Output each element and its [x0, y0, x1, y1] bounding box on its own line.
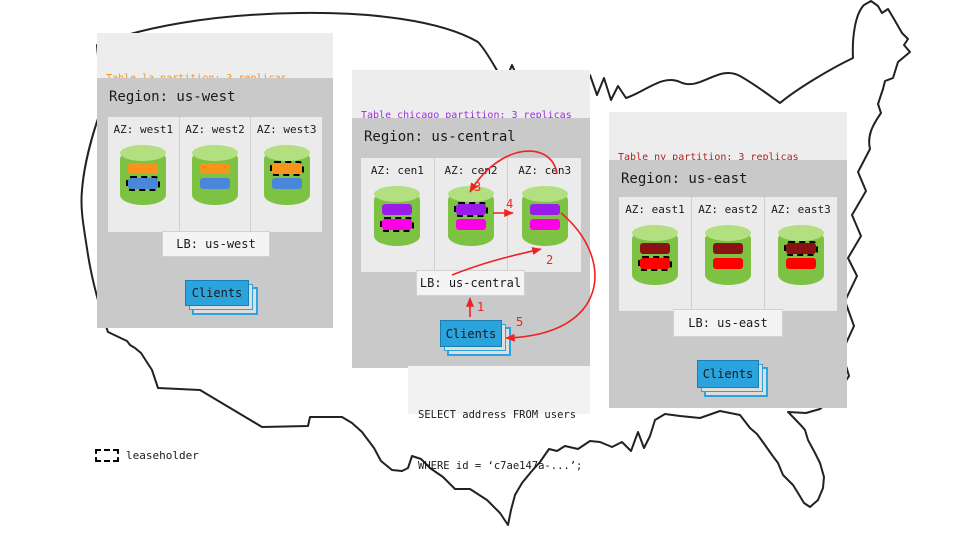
- az-label: AZ: east3: [771, 203, 831, 216]
- arrow-label-3: 3: [474, 180, 482, 194]
- index-replica-bar: [126, 176, 161, 191]
- db-node: [120, 145, 167, 205]
- clients-box-us-east: Clients: [697, 360, 759, 388]
- arrow-label-1: 1: [477, 300, 485, 314]
- az-west1: AZ: west1: [108, 117, 180, 232]
- callout-table-line: Table chicago partition: 3 replicas: [361, 110, 572, 121]
- az-label: AZ: cen2: [444, 164, 498, 177]
- table-replica-bar: [382, 204, 413, 215]
- region-panel-us-east: Table ny partition: 3 replicas Index ny …: [609, 112, 847, 408]
- az-east2: AZ: east2: [692, 197, 765, 311]
- table-replica-bar: [713, 243, 743, 254]
- sql-line-1: SELECT address FROM users: [418, 409, 577, 421]
- az-east3: AZ: east3: [765, 197, 837, 311]
- arrow-label-2: 2: [546, 253, 554, 267]
- sql-query-box: SELECT address FROM users WHERE id = ‘c7…: [408, 366, 590, 472]
- leaseholder-swatch-icon: [95, 449, 119, 462]
- az-label: AZ: west3: [256, 123, 317, 136]
- az-cen3: AZ: cen3: [508, 158, 581, 272]
- table-replica-bar: [128, 163, 159, 174]
- index-replica-bar: [380, 217, 415, 232]
- az-label: AZ: west2: [185, 123, 245, 136]
- region-panel-us-central: Table chicago partition: 3 replicas Inde…: [352, 70, 590, 368]
- leaseholder-legend: leaseholder: [95, 449, 199, 462]
- arrow-label-5: 5: [516, 315, 524, 329]
- clients-box-us-west: Clients: [185, 280, 249, 306]
- db-node: [374, 186, 421, 246]
- table-replica-bar: [784, 241, 818, 256]
- az-label: AZ: west1: [113, 123, 174, 136]
- az-cen1: AZ: cen1: [361, 158, 435, 272]
- az-cen2: AZ: cen2: [435, 158, 509, 272]
- arrow-label-4: 4: [506, 197, 514, 211]
- db-node: [192, 145, 238, 205]
- table-replica-bar: [269, 161, 304, 176]
- region-title: Region: us-central: [364, 129, 516, 145]
- index-replica-bar: [271, 178, 302, 189]
- db-node: [448, 186, 494, 246]
- leaseholder-legend-label: leaseholder: [126, 449, 199, 462]
- index-replica-bar: [456, 219, 486, 230]
- db-node: [632, 225, 678, 285]
- region-title: Region: us-west: [109, 89, 236, 105]
- callout-table-line: Table ny partition: 3 replicas: [618, 152, 799, 163]
- az-group-us-east: AZ: east1 AZ: east2 AZ: east3: [619, 197, 837, 311]
- index-replica-bar: [638, 256, 672, 271]
- index-replica-bar: [529, 219, 560, 230]
- az-west3: AZ: west3: [251, 117, 322, 232]
- clients-box-us-central: Clients: [440, 320, 502, 347]
- index-replica-bar: [713, 258, 743, 269]
- az-label: AZ: east2: [698, 203, 758, 216]
- db-node: [521, 186, 568, 246]
- load-balancer-us-west: LB: us-west: [162, 231, 270, 257]
- az-label: AZ: east1: [625, 203, 685, 216]
- index-replica-bar: [200, 178, 230, 189]
- table-replica-bar: [529, 204, 560, 215]
- table-replica-bar: [454, 202, 488, 217]
- db-node: [778, 225, 824, 285]
- sql-line-2: WHERE id = ‘c7ae147a-...’;: [418, 460, 583, 472]
- load-balancer-us-east: LB: us-east: [673, 309, 783, 337]
- load-balancer-us-central: LB: us-central: [416, 270, 525, 296]
- az-label: AZ: cen1: [370, 164, 424, 177]
- partition-callout-us-east: Table ny partition: 3 replicas Index ny …: [609, 112, 847, 208]
- db-node: [263, 145, 310, 205]
- partition-callout-us-central: Table chicago partition: 3 replicas Inde…: [352, 70, 590, 166]
- region-panel-us-west: Table la partition: 3 replicas Index la …: [97, 33, 333, 328]
- db-node: [705, 225, 751, 285]
- partition-callout-us-west: Table la partition: 3 replicas Index la …: [97, 33, 333, 129]
- table-replica-bar: [200, 163, 230, 174]
- az-group-us-west: AZ: west1 AZ: west2 AZ: west3: [108, 117, 322, 232]
- table-replica-bar: [640, 243, 670, 254]
- az-west2: AZ: west2: [180, 117, 252, 232]
- az-east1: AZ: east1: [619, 197, 692, 311]
- region-title: Region: us-east: [621, 171, 748, 187]
- index-replica-bar: [786, 258, 816, 269]
- az-label: AZ: cen3: [518, 164, 572, 177]
